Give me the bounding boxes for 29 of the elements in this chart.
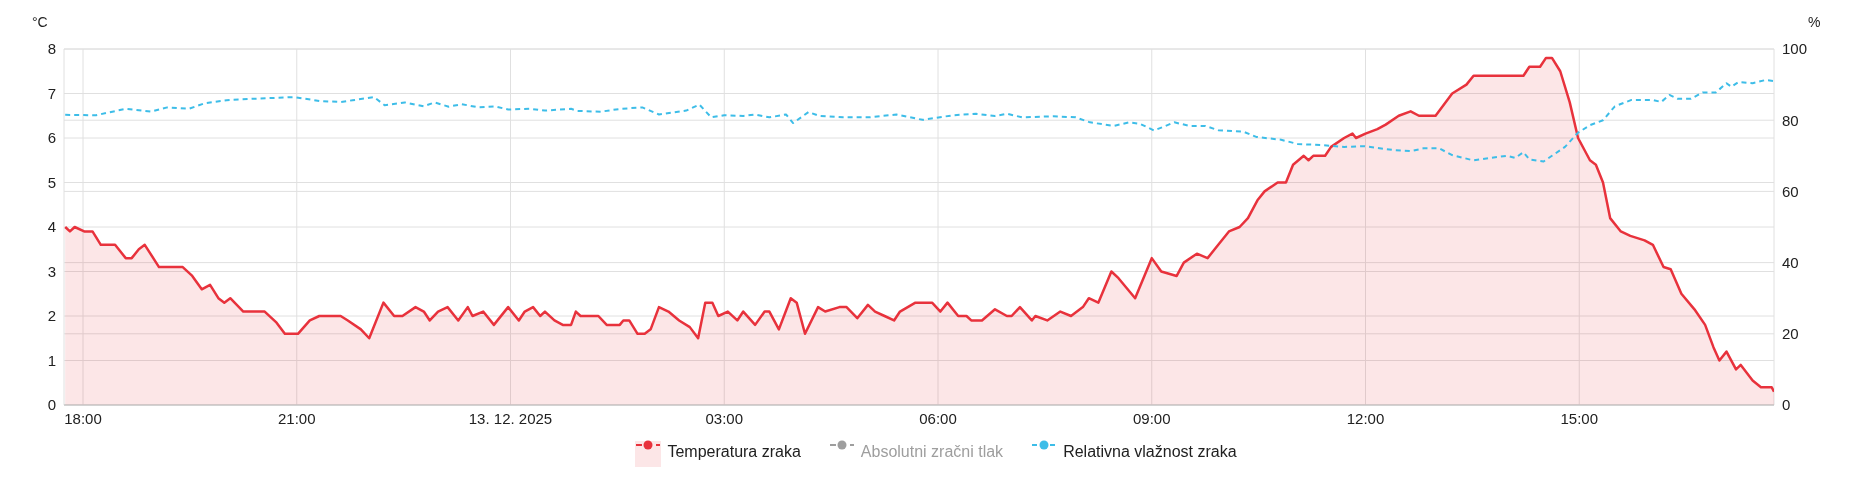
x-tick-label: 09:00 — [1132, 409, 1171, 427]
y2-tick-label: 100 — [1782, 40, 1808, 58]
y-tick-label: 2 — [47, 307, 56, 325]
x-tick-label: 06:00 — [919, 409, 957, 427]
legend-label: Absolutni zračni tlak — [860, 443, 1004, 461]
y-tick-label: 5 — [47, 173, 56, 191]
y2-tick-label: 40 — [1782, 253, 1799, 271]
x-tick-label: 12:00 — [1346, 409, 1385, 427]
y-tick-label: 1 — [47, 351, 56, 369]
y-axis-title: °C — [32, 14, 48, 30]
y-tick-label: 0 — [47, 396, 56, 414]
y2-tick-label: 80 — [1782, 111, 1799, 129]
x-tick-label: 21:00 — [277, 409, 316, 427]
x-tick-label: 18:00 — [64, 409, 102, 427]
line-series — [64, 78, 1774, 163]
y-tick-label: 3 — [47, 262, 56, 280]
legend-label: Relativna vlažnost zraka — [1063, 443, 1237, 461]
y-tick-label: 6 — [47, 129, 56, 147]
y-tick-label: 8 — [47, 40, 56, 58]
x-tick-label: 15:00 — [1560, 409, 1599, 427]
legend-label: Temperatura zraka — [667, 443, 801, 461]
y2-tick-label: 0 — [1782, 396, 1791, 414]
y2-tick-label: 20 — [1782, 325, 1799, 343]
y-tick-label: 7 — [47, 84, 56, 102]
x-tick-label: 03:00 — [705, 409, 744, 427]
y2-axis-title: % — [1808, 14, 1821, 30]
x-tick-label: 13. 12. 2025 — [468, 409, 553, 427]
y-tick-label: 4 — [47, 218, 56, 236]
y2-tick-label: 60 — [1782, 182, 1799, 200]
